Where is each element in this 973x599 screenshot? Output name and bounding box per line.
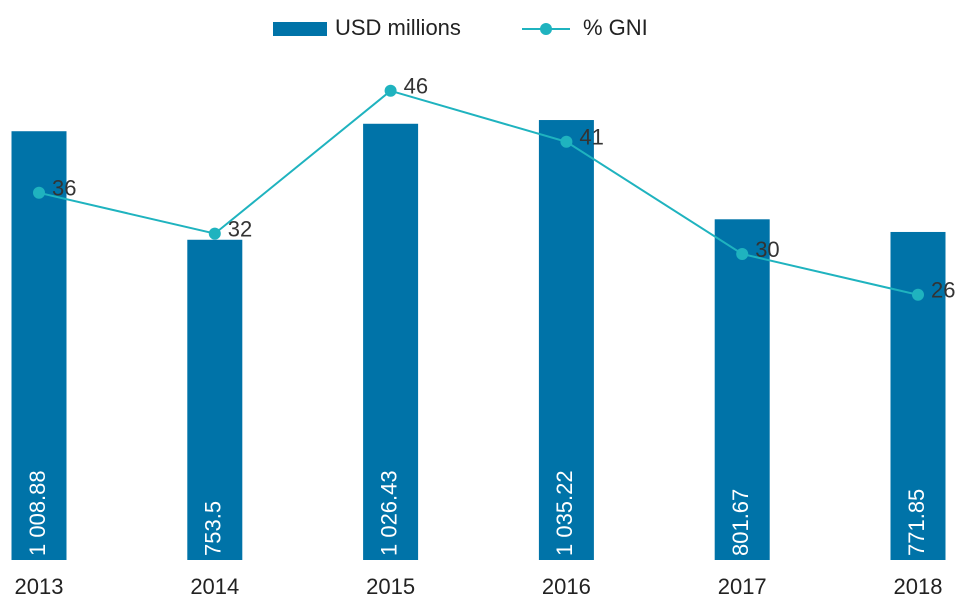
line-value-label: 41 [579,125,603,150]
x-tick-label: 2015 [366,574,415,599]
bar-value-label: 771.85 [904,489,929,556]
x-tick-label: 2014 [190,574,239,599]
x-tick-label: 2016 [542,574,591,599]
bar [890,231,946,560]
legend-marker [540,23,552,35]
line-marker [736,248,749,260]
bar [187,239,243,560]
bar-value-label: 1 035.22 [552,470,577,556]
line-value-label: 46 [404,74,428,99]
x-tick-label: 2013 [15,574,64,599]
line-value-label: 30 [755,237,779,262]
line [38,89,919,296]
line-marker [560,135,573,148]
line-marker [208,227,221,240]
bar-value-label: 1 026.43 [376,470,401,556]
line-marker [384,84,397,97]
x-tick-label: 2018 [894,574,943,599]
legend-label: USD millions [335,15,461,40]
line-value-label: 26 [931,278,955,303]
bar [363,123,419,561]
bar [714,219,770,560]
bar-value-label: 753.5 [201,501,226,556]
bar-value-label: 1 008.88 [25,470,50,556]
line-value-label: 32 [228,216,252,241]
bar-value-label: 801.67 [728,489,753,556]
legend-label: % GNI [583,15,648,40]
x-tick-label: 2017 [718,574,767,599]
line-value-label: 36 [52,176,76,201]
bar [538,120,594,561]
line-marker [912,288,924,301]
line-marker [33,186,45,199]
bar [11,131,67,560]
legend-swatch [273,22,327,36]
